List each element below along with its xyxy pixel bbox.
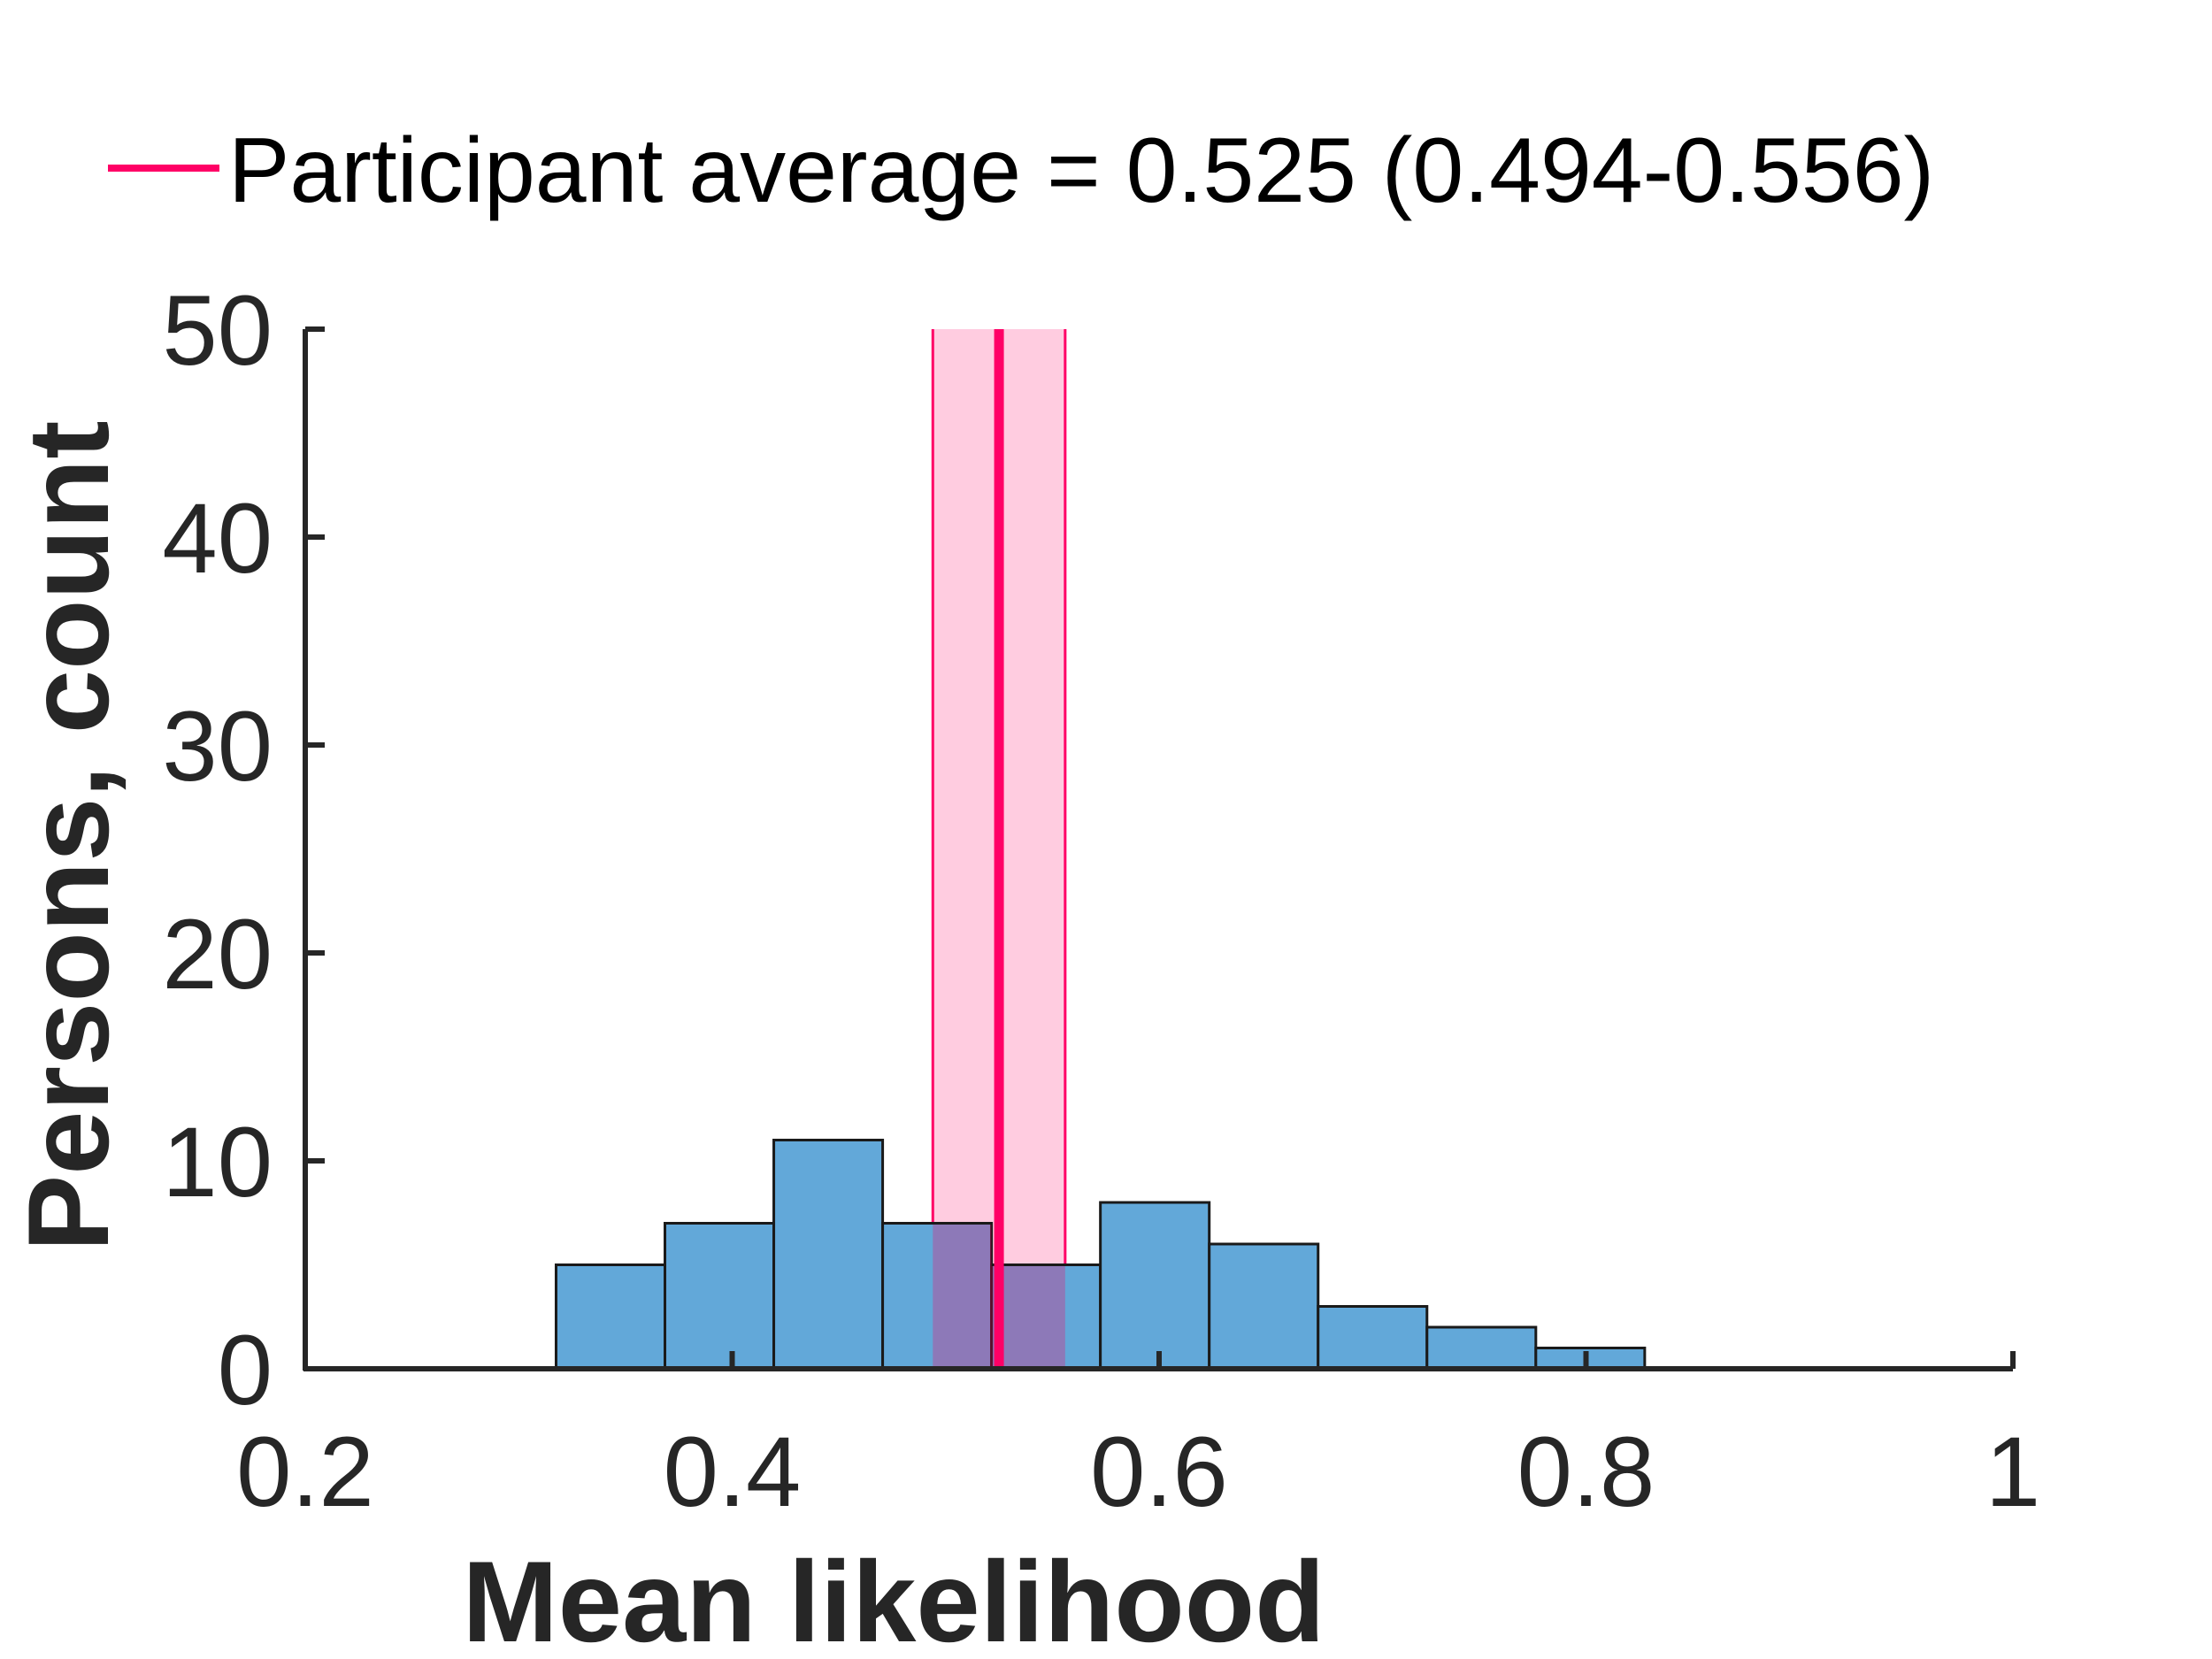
histogram-bar-1: [554, 1263, 667, 1371]
x-tick-label: 0.2: [236, 1417, 374, 1527]
y-tick-label: 50: [162, 275, 273, 386]
histogram-bar-3: [772, 1139, 885, 1371]
y-tick-label: 40: [162, 483, 273, 594]
x-tick-label: 0.4: [664, 1417, 802, 1527]
axes: [303, 326, 2016, 1371]
tick-labels: 0 10 20 30 40 50 0.2 0.4 0.6 0.8 1: [162, 275, 2040, 1527]
histogram-bars: [554, 1139, 1647, 1371]
y-tick-label: 30: [162, 691, 273, 802]
histogram-bar-2: [664, 1222, 776, 1371]
histogram-bar-10: [1534, 1347, 1647, 1371]
legend-entry-participant-average: Participant average = 0.525 (0.494-0.556…: [228, 119, 1934, 222]
y-tick-label: 10: [162, 1107, 273, 1217]
histogram-bar-7: [1208, 1242, 1320, 1371]
histogram-bar-6: [1099, 1201, 1211, 1371]
histogram-bar-8: [1317, 1305, 1429, 1371]
histogram-bar-9: [1425, 1325, 1538, 1371]
histogram-bar-4: [881, 1222, 994, 1371]
x-tick-label: 0.6: [1090, 1417, 1228, 1527]
x-tick-label: 1: [1985, 1417, 2040, 1527]
y-tick-label: 20: [162, 899, 273, 1010]
y-tick-label: 0: [218, 1315, 273, 1425]
y-axis-label: Persons, count: [4, 420, 133, 1251]
x-tick-label: 0.8: [1517, 1417, 1655, 1527]
legend: Participant average = 0.525 (0.494-0.556…: [108, 119, 1934, 222]
histogram-bar-overlay-4: [933, 1225, 992, 1369]
x-axis-label: Mean likelihood: [462, 1537, 1325, 1659]
